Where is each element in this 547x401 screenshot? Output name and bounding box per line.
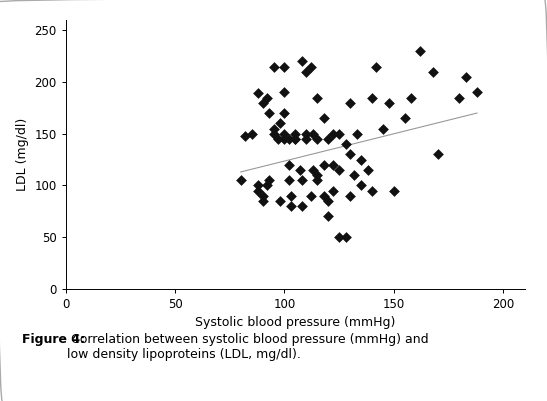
- Point: [379, 126, 387, 132]
- Point: [302, 136, 311, 142]
- Point: [291, 130, 300, 137]
- Point: [265, 177, 274, 183]
- Point: [372, 63, 381, 70]
- Point: [309, 130, 317, 137]
- Point: [284, 136, 293, 142]
- Point: [324, 136, 333, 142]
- Point: [269, 126, 278, 132]
- Point: [306, 192, 315, 199]
- Point: [462, 74, 470, 80]
- Point: [298, 177, 306, 183]
- Point: [280, 110, 289, 116]
- Point: [473, 89, 481, 95]
- Point: [400, 115, 409, 122]
- Point: [291, 136, 300, 142]
- Point: [263, 182, 271, 188]
- Point: [319, 192, 328, 199]
- Point: [313, 94, 322, 101]
- Point: [350, 172, 359, 178]
- Point: [280, 63, 289, 70]
- Point: [324, 198, 333, 204]
- Point: [341, 234, 350, 240]
- Point: [346, 151, 354, 158]
- Point: [328, 162, 337, 168]
- Point: [263, 94, 271, 101]
- Y-axis label: LDL (mg/dl): LDL (mg/dl): [16, 118, 29, 191]
- Point: [254, 182, 263, 188]
- Point: [341, 141, 350, 147]
- Point: [269, 63, 278, 70]
- Point: [357, 182, 365, 188]
- Point: [284, 162, 293, 168]
- Point: [276, 198, 284, 204]
- Point: [295, 167, 304, 173]
- Point: [258, 192, 267, 199]
- Point: [313, 136, 322, 142]
- Point: [254, 187, 263, 194]
- Point: [429, 69, 438, 75]
- Point: [287, 192, 295, 199]
- Point: [284, 177, 293, 183]
- Point: [313, 177, 322, 183]
- Point: [309, 167, 317, 173]
- Point: [328, 187, 337, 194]
- Point: [319, 115, 328, 122]
- Point: [302, 69, 311, 75]
- Point: [258, 99, 267, 106]
- Point: [389, 187, 398, 194]
- Point: [433, 151, 442, 158]
- Point: [346, 99, 354, 106]
- Point: [416, 48, 424, 54]
- Point: [258, 198, 267, 204]
- Point: [280, 136, 289, 142]
- Point: [328, 130, 337, 137]
- Point: [287, 203, 295, 209]
- Point: [306, 63, 315, 70]
- Point: [298, 203, 306, 209]
- Point: [319, 162, 328, 168]
- Point: [346, 192, 354, 199]
- Point: [368, 187, 376, 194]
- Point: [265, 110, 274, 116]
- Point: [368, 94, 376, 101]
- X-axis label: Systolic blood pressure (mmHg): Systolic blood pressure (mmHg): [195, 316, 395, 329]
- Point: [269, 130, 278, 137]
- Point: [385, 99, 394, 106]
- Point: [357, 156, 365, 163]
- Point: [324, 213, 333, 220]
- Point: [302, 130, 311, 137]
- Point: [335, 130, 344, 137]
- Point: [274, 136, 282, 142]
- Point: [254, 90, 263, 97]
- Point: [247, 130, 256, 137]
- Point: [280, 130, 289, 137]
- Point: [335, 234, 344, 240]
- Point: [455, 94, 464, 101]
- Point: [313, 172, 322, 178]
- Point: [291, 136, 300, 142]
- Point: [298, 58, 306, 65]
- Point: [335, 167, 344, 173]
- Text: Figure 4:: Figure 4:: [22, 333, 85, 346]
- Point: [363, 167, 372, 173]
- Point: [236, 177, 245, 183]
- Point: [241, 133, 249, 139]
- Text: Correlation between systolic blood pressure (mmHg) and
low density lipoproteins : Correlation between systolic blood press…: [67, 333, 428, 361]
- Point: [280, 89, 289, 95]
- Point: [276, 120, 284, 127]
- Point: [352, 130, 361, 137]
- Point: [407, 94, 416, 101]
